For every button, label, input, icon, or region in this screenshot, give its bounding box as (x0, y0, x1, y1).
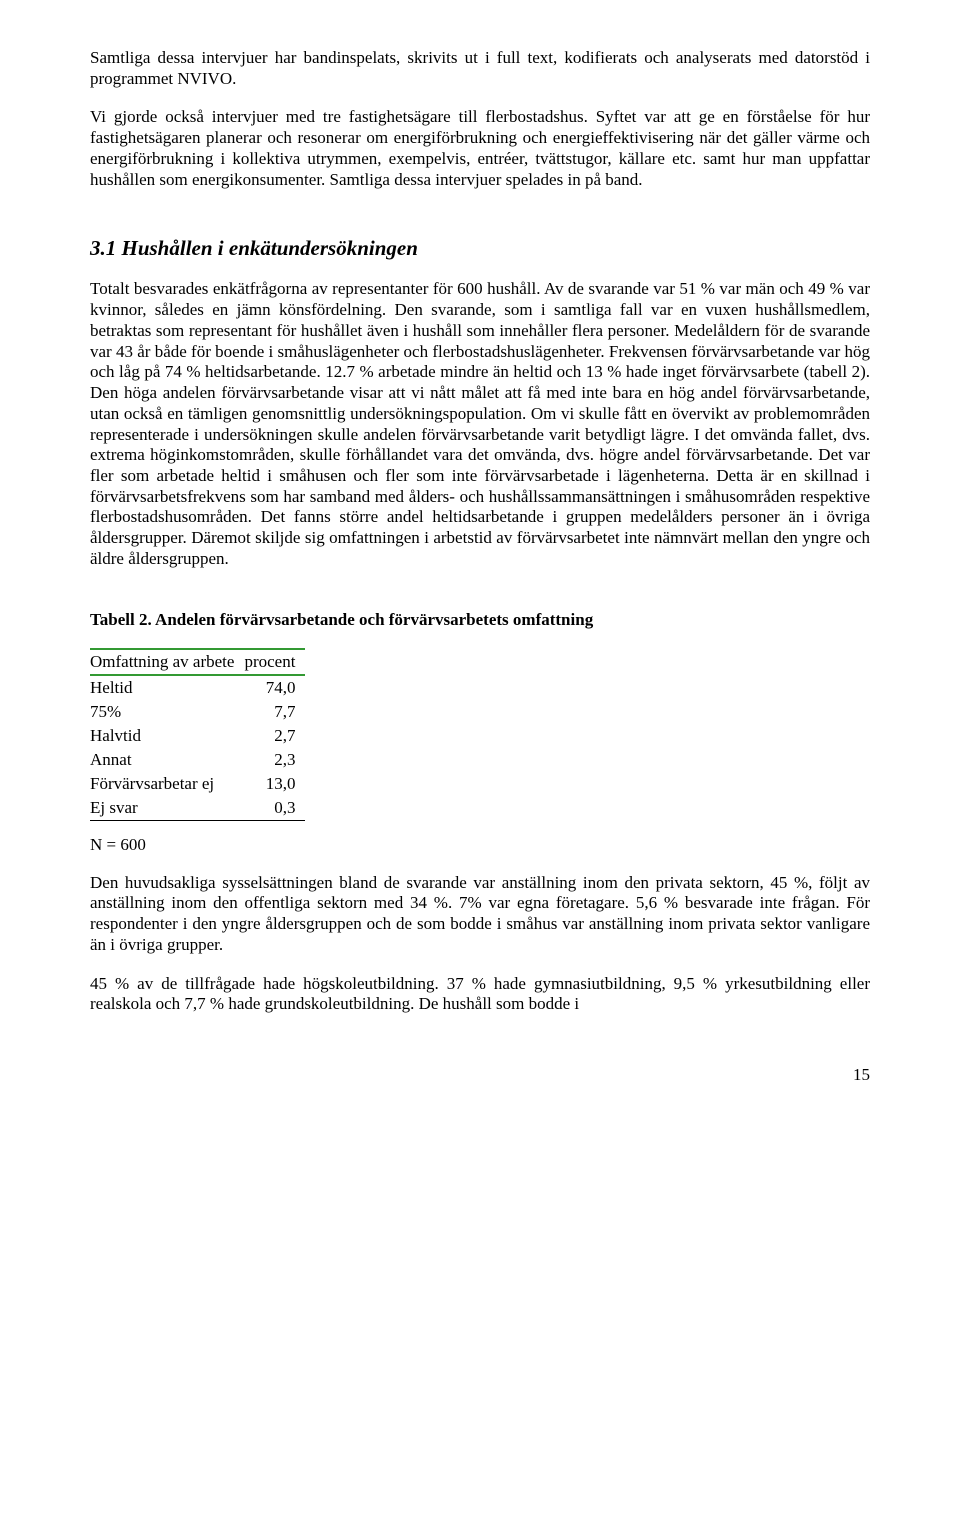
table-caption: Tabell 2. Andelen förvärvsarbetande och … (90, 610, 870, 630)
after-paragraph-5: 45 % av de tillfrågade hade högskoleutbi… (90, 974, 870, 1015)
table-row: Ej svar 0,3 (90, 796, 305, 821)
table-cell-value: 7,7 (244, 700, 305, 724)
table-cell-label: Halvtid (90, 724, 244, 748)
body-paragraph-3: Totalt besvarades enkätfrågorna av repre… (90, 279, 870, 569)
table-cell-value: 2,3 (244, 748, 305, 772)
table-cell-label: 75% (90, 700, 244, 724)
intro-paragraph-2: Vi gjorde också intervjuer med tre fasti… (90, 107, 870, 190)
intro-paragraph-1: Samtliga dessa intervjuer har bandinspel… (90, 48, 870, 89)
table-cell-value: 0,3 (244, 796, 305, 821)
table-header-col1: Omfattning av arbete (90, 649, 244, 675)
table-header-col2: procent (244, 649, 305, 675)
table-header-row: Omfattning av arbete procent (90, 649, 305, 675)
table-cell-label: Ej svar (90, 796, 244, 821)
table-footer: N = 600 (90, 835, 870, 855)
table-row: 75% 7,7 (90, 700, 305, 724)
table-cell-label: Förvärvsarbetar ej (90, 772, 244, 796)
section-heading: 3.1 Hushållen i enkätundersökningen (90, 236, 870, 261)
table-row: Heltid 74,0 (90, 675, 305, 700)
after-paragraph-4: Den huvudsakliga sysselsättningen bland … (90, 873, 870, 956)
table-row: Förvärvsarbetar ej 13,0 (90, 772, 305, 796)
table-cell-value: 74,0 (244, 675, 305, 700)
table-row: Annat 2,3 (90, 748, 305, 772)
table-cell-value: 2,7 (244, 724, 305, 748)
table-row: Halvtid 2,7 (90, 724, 305, 748)
table-cell-value: 13,0 (244, 772, 305, 796)
table-cell-label: Annat (90, 748, 244, 772)
page-container: Samtliga dessa intervjuer har bandinspel… (0, 0, 960, 1125)
data-table: Omfattning av arbete procent Heltid 74,0… (90, 648, 305, 821)
page-number: 15 (90, 1065, 870, 1085)
table-cell-label: Heltid (90, 675, 244, 700)
